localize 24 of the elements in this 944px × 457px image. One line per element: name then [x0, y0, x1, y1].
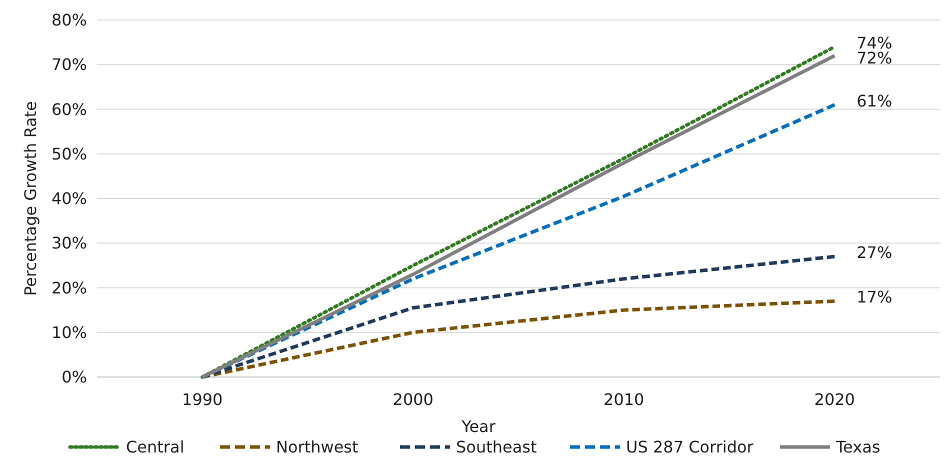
legend-label: US 287 Corridor: [626, 438, 754, 457]
legend-label: Northwest: [276, 438, 358, 457]
x-tick-label: 1990: [182, 390, 223, 409]
y-tick-label: 50%: [51, 144, 87, 164]
y-axis-title: Percentage Growth Rate: [21, 101, 40, 296]
x-tick-label: 2010: [604, 390, 644, 409]
legend-label: Texas: [835, 438, 880, 457]
data-label: 61%: [856, 91, 892, 110]
line-series: [200, 299, 836, 379]
y-tick-label: 80%: [51, 10, 87, 30]
y-tick-label: 10%: [51, 322, 87, 342]
y-tick-label: 40%: [51, 189, 87, 208]
data-label: 17%: [856, 288, 892, 307]
data-label: 27%: [856, 243, 892, 262]
x-tick-label: 2020: [814, 390, 855, 409]
legend-label: Southeast: [456, 438, 537, 457]
x-tick-label: 2000: [392, 390, 434, 409]
y-tick-label: 0%: [62, 368, 87, 387]
legend-label: Central: [126, 438, 184, 457]
x-axis-title: Year: [460, 417, 496, 436]
y-tick-label: 30%: [51, 234, 87, 253]
y-tick-label: 70%: [51, 55, 87, 74]
y-tick-label: 20%: [51, 278, 87, 298]
y-tick-label: 60%: [51, 100, 87, 119]
